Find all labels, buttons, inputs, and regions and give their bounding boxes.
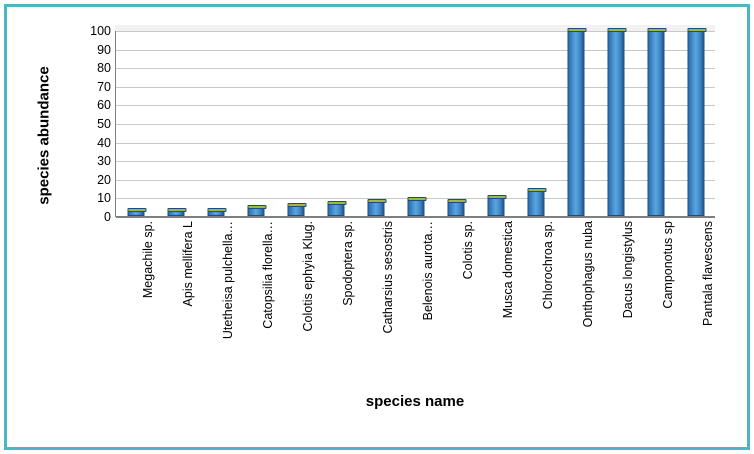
bar-slot <box>156 31 196 216</box>
y-axis-tick-label: 30 <box>97 154 111 169</box>
gridline <box>116 68 715 70</box>
bar-top-cap <box>687 28 707 32</box>
bar-slot <box>316 31 356 216</box>
y-axis-tick-label: 90 <box>97 42 111 57</box>
x-axis-tick-label: Spodoptera sp. <box>341 221 355 306</box>
bar <box>447 199 467 216</box>
x-axis-tick-label: Chlorochroa sp. <box>541 221 555 310</box>
x-axis-tick-label: Colotis ephyia Klug. <box>301 221 315 332</box>
y-axis-tick-label: 100 <box>90 24 111 38</box>
bar-slot <box>676 28 716 216</box>
bar <box>687 28 707 216</box>
gridline <box>116 86 715 88</box>
x-axis-tick-label: Dacus longistylus <box>621 221 635 319</box>
bar-top-cap <box>407 197 427 202</box>
gridline <box>116 124 715 125</box>
bar-slot <box>636 28 676 216</box>
bar-top-cap <box>527 187 547 192</box>
y-axis-tick-labels: 0 10 20 30 40 50 60 70 80 90 100 <box>77 24 111 224</box>
x-axis-tick-label: Musca domestica <box>501 221 515 319</box>
bar-slot <box>356 31 396 216</box>
gridline <box>116 142 715 144</box>
bar-top-cap <box>367 199 387 204</box>
bar-slot <box>476 31 516 216</box>
y-axis-tick-label: 80 <box>97 61 111 76</box>
bar <box>207 208 227 216</box>
bar-top-cap <box>647 28 667 32</box>
bar-slot <box>596 28 636 216</box>
bar-top-cap <box>327 200 347 205</box>
x-axis-tick-label: Megachile sp. <box>141 221 155 299</box>
bar-slot <box>556 28 596 216</box>
bar-slot <box>116 31 156 216</box>
gridline <box>116 161 715 163</box>
y-axis-tick-label: 40 <box>97 135 111 150</box>
x-axis-tick-label: Catharsius sesostris <box>381 221 395 334</box>
bar-top-cap <box>447 199 467 204</box>
bar-slot <box>236 31 276 216</box>
figure-border: species abundance 0 10 20 30 40 50 60 70 80 90 100… <box>4 4 750 450</box>
x-axis-tick-label: Onthophagus nuba <box>581 221 595 328</box>
bar-slot <box>436 31 476 216</box>
x-axis-tick-label: Apis mellifera L <box>181 221 195 307</box>
bar-slot <box>516 31 556 216</box>
gridline <box>116 179 715 181</box>
bar-series <box>116 28 716 216</box>
x-axis-tick-label: Belenois aurota… <box>421 221 435 321</box>
bar <box>607 28 627 216</box>
y-axis-tick-label: 70 <box>97 79 111 94</box>
bar-top-cap <box>567 28 587 32</box>
chart-area: species abundance 0 10 20 30 40 50 60 70 80 90 100… <box>7 7 747 447</box>
bar-top-cap <box>207 208 227 213</box>
bar <box>287 202 307 216</box>
gridline <box>116 217 715 218</box>
y-axis-tick-label: 10 <box>97 191 111 206</box>
bar-top-cap <box>167 208 187 213</box>
bar-slot <box>396 31 436 216</box>
gridline <box>116 49 715 51</box>
bar <box>567 28 587 216</box>
y-axis-tick-label: 20 <box>97 172 111 187</box>
gridline <box>116 31 715 32</box>
bar <box>247 204 267 216</box>
bar <box>327 200 347 216</box>
x-axis-tick-labels: Megachile sp. Apis mellifera L Utetheisa p… <box>115 221 715 391</box>
bar <box>367 199 387 216</box>
bar <box>527 187 547 216</box>
y-axis-title: species abundance <box>35 66 53 205</box>
bar-top-cap <box>487 195 507 200</box>
bar <box>487 195 507 216</box>
y-axis-tick-label: 50 <box>97 117 111 131</box>
bar <box>647 28 667 216</box>
bar <box>127 208 147 216</box>
x-axis-title: species name <box>365 393 465 410</box>
x-axis-tick-label: Pantala flavescens <box>701 221 715 326</box>
bar-top-cap <box>127 208 147 213</box>
bar <box>407 197 427 216</box>
x-axis-tick-label: Camponotus sp <box>661 221 675 309</box>
x-axis-tick-label: Utetheisa pulchella… <box>221 221 235 340</box>
gridline <box>116 105 715 107</box>
x-axis-tick-label: Colotis sp. <box>461 221 475 280</box>
bar-slot <box>276 31 316 216</box>
bar-top-cap <box>247 204 267 209</box>
y-axis-tick-label: 0 <box>104 210 111 224</box>
bar-top-cap <box>287 202 307 207</box>
bar <box>167 208 187 216</box>
x-axis-tick-label: Catopsilia florella… <box>261 221 275 329</box>
plot-area <box>115 28 716 218</box>
bar-slot <box>196 31 236 216</box>
bar-top-cap <box>607 28 627 32</box>
y-axis-tick-label: 60 <box>97 98 111 113</box>
